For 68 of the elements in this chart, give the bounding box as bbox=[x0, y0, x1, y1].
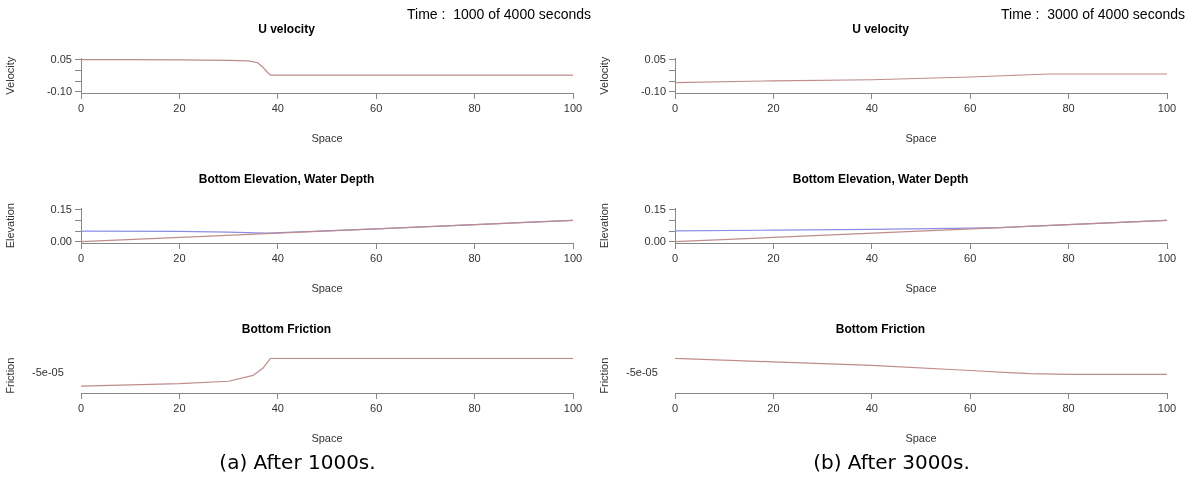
x-tick-label: 40 bbox=[271, 101, 284, 114]
x-tick-label: 100 bbox=[1157, 101, 1177, 114]
x-tick-label: 0 bbox=[77, 251, 85, 264]
x-tick-label: 100 bbox=[1157, 401, 1177, 414]
x-tick-label: 20 bbox=[767, 251, 780, 264]
x-tick-label: 80 bbox=[468, 251, 481, 264]
x-tick-label: 60 bbox=[964, 101, 977, 114]
x-tick-label: 80 bbox=[468, 401, 481, 414]
x-axis-title: Space bbox=[311, 282, 343, 295]
x-tick-label: 0 bbox=[671, 251, 679, 264]
y-tick-label: 0.05 bbox=[644, 52, 666, 65]
x-axis-title: Space bbox=[905, 132, 937, 145]
chart-title: Bottom Elevation, Water Depth bbox=[792, 171, 969, 186]
x-tick-label: 0 bbox=[77, 401, 85, 414]
x-tick-label: 60 bbox=[964, 251, 977, 264]
y-tick-label: 0.15 bbox=[50, 202, 72, 215]
chart-title: Bottom Friction bbox=[835, 321, 926, 336]
x-tick-label: 60 bbox=[964, 401, 977, 414]
y-tick-label: -0.10 bbox=[46, 84, 72, 97]
x-axis-title: Space bbox=[311, 132, 343, 145]
y-tick-label: 0.15 bbox=[644, 202, 666, 215]
y-axis-title: Velocity bbox=[3, 56, 16, 95]
chart-title: Bottom Friction bbox=[241, 321, 332, 336]
x-tick-label: 60 bbox=[370, 401, 383, 414]
x-tick-label: 20 bbox=[173, 251, 186, 264]
x-axis-title: Space bbox=[311, 432, 343, 445]
text: -5e-05 bbox=[626, 366, 658, 378]
y-tick-label: 0.00 bbox=[50, 234, 72, 247]
x-tick-label: 80 bbox=[1062, 401, 1075, 414]
x-tick-label: 20 bbox=[173, 101, 186, 114]
x-tick-label: 40 bbox=[865, 101, 878, 114]
x-tick-label: 20 bbox=[767, 401, 780, 414]
x-tick-label: 20 bbox=[767, 101, 780, 114]
text: (b) After 3000s. bbox=[812, 450, 971, 474]
x-tick-label: 0 bbox=[671, 401, 679, 414]
x-tick-label: 40 bbox=[271, 401, 284, 414]
x-axis-title: Space bbox=[905, 432, 937, 445]
text: (a) After 1000s. bbox=[218, 450, 377, 474]
x-tick-label: 0 bbox=[77, 101, 85, 114]
text: Time : 1000 of 4000 seconds bbox=[407, 6, 591, 22]
text: -5e-05 bbox=[32, 366, 64, 378]
x-tick-label: 40 bbox=[271, 251, 284, 264]
x-tick-label: 20 bbox=[173, 401, 186, 414]
x-tick-label: 100 bbox=[1157, 251, 1177, 264]
y-axis-title: Elevation bbox=[3, 203, 16, 249]
x-tick-label: 40 bbox=[865, 251, 878, 264]
x-tick-label: 80 bbox=[1062, 251, 1075, 264]
x-tick-label: 40 bbox=[865, 401, 878, 414]
x-tick-label: 100 bbox=[563, 401, 583, 414]
text: Time : 3000 of 4000 seconds bbox=[1001, 6, 1185, 22]
y-tick-label: -0.10 bbox=[640, 84, 666, 97]
x-tick-label: 0 bbox=[671, 101, 679, 114]
chart-title: Bottom Elevation, Water Depth bbox=[198, 171, 375, 186]
x-tick-label: 100 bbox=[563, 251, 583, 264]
chart-title: U velocity bbox=[258, 21, 316, 36]
chart-title: U velocity bbox=[852, 21, 910, 36]
y-axis-title: Elevation bbox=[597, 203, 610, 249]
y-tick-label: 0.00 bbox=[644, 234, 666, 247]
y-axis-title: Friction bbox=[597, 357, 610, 394]
x-tick-label: 80 bbox=[468, 101, 481, 114]
y-axis-title: Friction bbox=[3, 357, 16, 394]
y-tick-label: 0.05 bbox=[50, 52, 72, 65]
x-tick-label: 60 bbox=[370, 251, 383, 264]
x-tick-label: 100 bbox=[563, 101, 583, 114]
x-tick-label: 60 bbox=[370, 101, 383, 114]
y-axis-title: Velocity bbox=[597, 56, 610, 95]
x-tick-label: 80 bbox=[1062, 101, 1075, 114]
x-axis-title: Space bbox=[905, 282, 937, 295]
